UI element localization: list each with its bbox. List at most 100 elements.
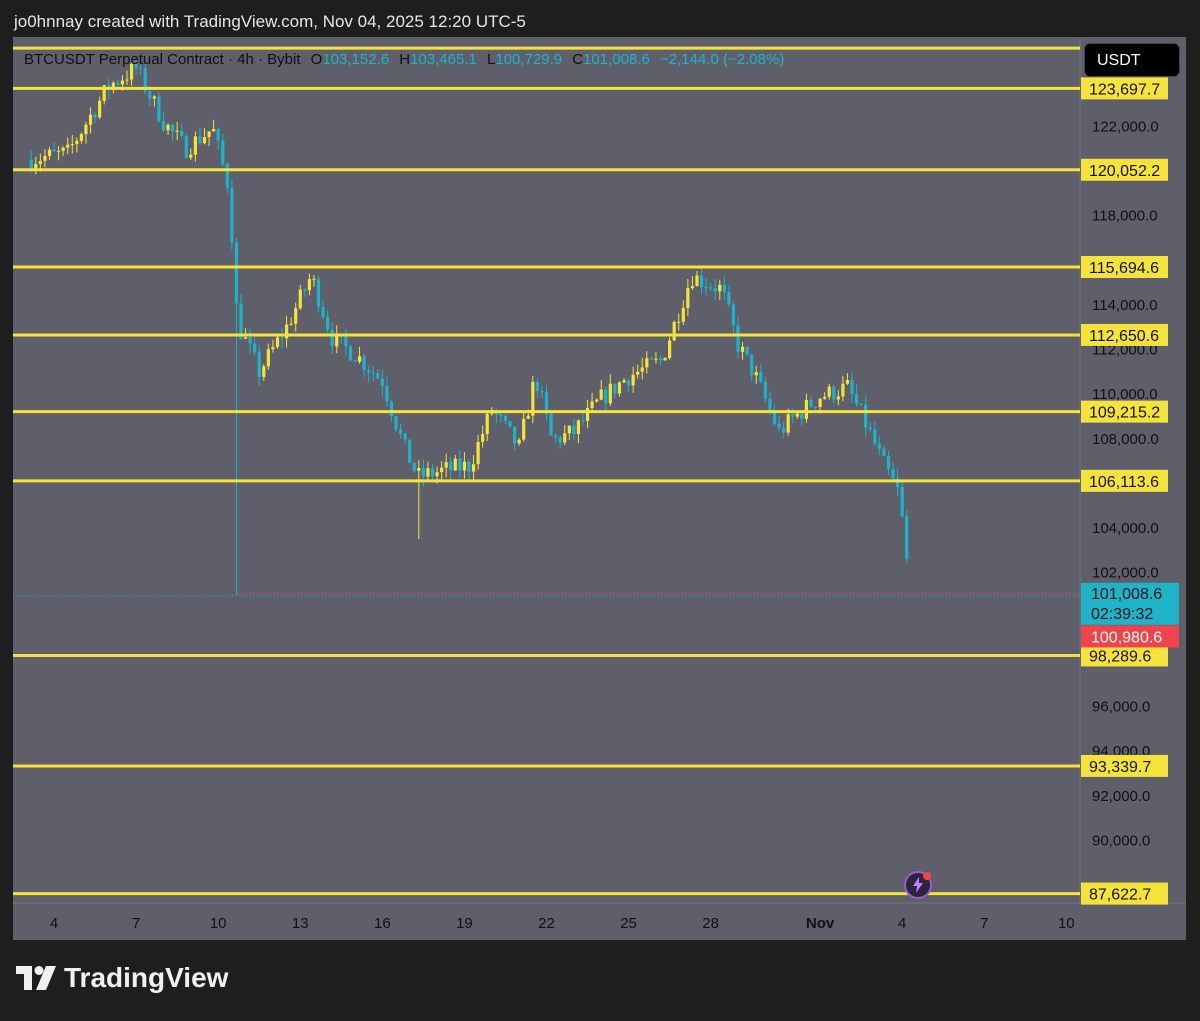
candle-body[interactable]	[348, 346, 353, 361]
candle-body[interactable]	[804, 399, 809, 419]
candle-body[interactable]	[34, 164, 38, 170]
candle-body[interactable]	[841, 383, 845, 397]
candle-body[interactable]	[658, 358, 663, 361]
candle-body[interactable]	[485, 413, 489, 435]
candle-body[interactable]	[704, 286, 708, 288]
candle-body[interactable]	[280, 337, 284, 339]
candle-body[interactable]	[421, 467, 425, 477]
candle-body[interactable]	[380, 378, 384, 387]
candle-body[interactable]	[303, 289, 307, 291]
candle-body[interactable]	[148, 91, 152, 99]
candle-body[interactable]	[795, 413, 799, 417]
candle-body[interactable]	[344, 336, 348, 347]
candle-body[interactable]	[777, 423, 781, 428]
candle-body[interactable]	[412, 463, 416, 471]
candle-body[interactable]	[581, 420, 585, 422]
candle-body[interactable]	[759, 372, 763, 382]
candle-body[interactable]	[649, 358, 653, 360]
candle-body[interactable]	[722, 284, 726, 293]
candle-body[interactable]	[873, 429, 877, 444]
candle-body[interactable]	[389, 401, 394, 417]
candle-body[interactable]	[289, 323, 293, 325]
candle-body[interactable]	[713, 287, 717, 292]
candle-body[interactable]	[321, 306, 325, 317]
candle-body[interactable]	[207, 131, 211, 138]
candle-body[interactable]	[832, 386, 836, 400]
candle-body[interactable]	[727, 292, 731, 305]
candle-body[interactable]	[900, 486, 904, 517]
candle-body[interactable]	[905, 516, 909, 559]
candle-body[interactable]	[786, 414, 790, 433]
candle-body[interactable]	[886, 455, 891, 470]
candle-body[interactable]	[221, 140, 225, 165]
candle-body[interactable]	[371, 372, 375, 374]
candle-body[interactable]	[253, 343, 257, 353]
candle-body[interactable]	[143, 68, 147, 92]
candle-body[interactable]	[284, 324, 289, 339]
candle-body[interactable]	[230, 187, 234, 243]
candle-body[interactable]	[357, 356, 362, 362]
candle-body[interactable]	[535, 381, 539, 391]
candle-body[interactable]	[522, 418, 526, 440]
candle-body[interactable]	[417, 467, 421, 471]
candle-body[interactable]	[677, 321, 681, 323]
candle-body[interactable]	[175, 130, 179, 132]
candle-body[interactable]	[558, 437, 562, 443]
candle-body[interactable]	[120, 80, 125, 85]
candle-body[interactable]	[408, 439, 412, 464]
candle-body[interactable]	[809, 399, 813, 407]
candle-body[interactable]	[731, 304, 736, 326]
candle-body[interactable]	[508, 421, 512, 427]
candle-body[interactable]	[576, 420, 581, 434]
candle-body[interactable]	[88, 114, 93, 125]
candle-body[interactable]	[239, 303, 243, 339]
candle-body[interactable]	[430, 468, 435, 477]
candle-body[interactable]	[398, 429, 403, 434]
candle-body[interactable]	[216, 129, 220, 141]
candle-body[interactable]	[66, 144, 70, 148]
candle-body[interactable]	[891, 469, 895, 479]
price-chart[interactable]: 122,000.0118,000.0114,000.0112,000.0110,…	[13, 37, 1186, 940]
candle-body[interactable]	[868, 427, 872, 430]
candle-body[interactable]	[449, 462, 453, 471]
candle-body[interactable]	[763, 381, 767, 399]
candle-body[interactable]	[859, 403, 863, 405]
candle-body[interactable]	[709, 287, 713, 289]
candle-body[interactable]	[622, 380, 626, 383]
candle-body[interactable]	[266, 349, 270, 367]
candle-body[interactable]	[234, 242, 239, 304]
candle-body[interactable]	[540, 390, 544, 393]
candle-body[interactable]	[189, 154, 193, 158]
candle-body[interactable]	[426, 468, 430, 477]
quote-currency-button[interactable]: USDT	[1084, 43, 1180, 77]
candle-body[interactable]	[740, 346, 745, 352]
candle-body[interactable]	[79, 134, 83, 141]
candle-body[interactable]	[98, 100, 102, 118]
candle-body[interactable]	[47, 149, 52, 156]
candle-body[interactable]	[102, 85, 106, 101]
candle-body[interactable]	[563, 433, 567, 443]
candle-body[interactable]	[631, 374, 635, 386]
candle-body[interactable]	[225, 164, 229, 188]
candle-body[interactable]	[531, 381, 535, 416]
chart-panel[interactable]: 122,000.0 118,000.0 114,000.0 112,000.0 110,…	[13, 37, 1186, 940]
candle-body[interactable]	[248, 337, 252, 344]
candle-body[interactable]	[877, 443, 881, 449]
candle-body[interactable]	[312, 278, 316, 280]
candle-body[interactable]	[517, 439, 521, 444]
candle-body[interactable]	[440, 467, 444, 473]
candle-body[interactable]	[854, 393, 859, 404]
candle-body[interactable]	[736, 325, 740, 352]
candle-body[interactable]	[157, 96, 161, 122]
candle-body[interactable]	[275, 337, 280, 348]
candle-body[interactable]	[125, 79, 129, 81]
candle-body[interactable]	[599, 389, 603, 400]
candle-body[interactable]	[161, 121, 166, 131]
candle-body[interactable]	[367, 370, 371, 373]
candle-body[interactable]	[444, 462, 448, 468]
candle-body[interactable]	[294, 308, 298, 324]
candle-body[interactable]	[471, 464, 476, 472]
candle-body[interactable]	[512, 426, 517, 444]
alert-bolt-icon[interactable]	[903, 870, 933, 900]
candle-body[interactable]	[326, 316, 330, 330]
